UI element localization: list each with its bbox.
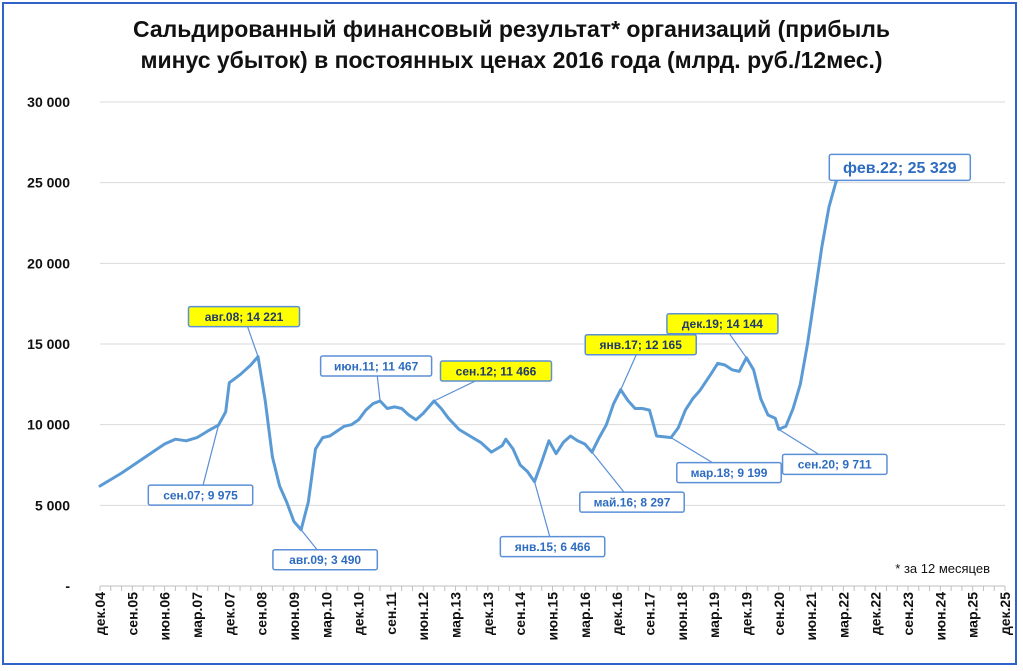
x-tick-label: мар.25 — [965, 592, 981, 638]
annotation-label: дек.19; 14 144 — [682, 317, 763, 331]
annotation-callout: авг.09; 3 490 — [272, 529, 379, 571]
x-tick-label: мар.22 — [835, 592, 851, 638]
annotation-callout: янв.17; 12 165 — [584, 333, 697, 390]
x-tick-label: июн.24 — [932, 592, 948, 641]
x-tick-label: дек.10 — [351, 592, 367, 635]
x-tick-label: сен.11 — [383, 592, 399, 635]
x-tick-label: сен.08 — [254, 592, 270, 636]
x-tick-label: сен.05 — [124, 592, 140, 636]
annotation-label: май.16; 8 297 — [594, 495, 671, 509]
annotation-label: сен.07; 9 975 — [163, 488, 238, 502]
chart-title-line-1: Сальдированный финансовый результат* орг… — [133, 16, 890, 42]
x-tick-label: дек.22 — [868, 592, 884, 635]
series-line — [98, 175, 842, 532]
x-tick-label: дек.13 — [480, 592, 496, 635]
annotation-callout: янв.15; 6 466 — [499, 481, 606, 558]
annotation-callout: авг.08; 14 221 — [187, 305, 301, 357]
x-tick-label: июн.06 — [157, 592, 173, 641]
x-axis: дек.04 сен.05 июн.06 мар.07 дек.07 сен.08 июн.… — [92, 585, 1013, 641]
x-tick-label: дек.04 — [92, 592, 108, 635]
footnote: * за 12 месяцев — [895, 561, 990, 576]
x-tick-label: сен.23 — [900, 592, 916, 636]
x-tick-label: сен.14 — [512, 592, 528, 636]
series-layer — [98, 175, 842, 532]
annotation-label: авг.09; 3 490 — [289, 553, 361, 567]
annotation-callout: фев.22; 25 329 — [828, 153, 972, 182]
annotation-label: янв.15; 6 466 — [515, 540, 591, 554]
chart-title-line-2: минус убыток) в постоянных ценах 2016 го… — [140, 47, 883, 73]
annotation-callout: сен.20; 9 711 — [778, 428, 888, 476]
annotation-label: июн.11; 11 467 — [334, 359, 419, 373]
annotation-label: фев.22; 25 329 — [843, 160, 957, 177]
y-tick-label: 25 000 — [27, 175, 70, 191]
x-tick-label: сен.17 — [641, 592, 657, 636]
x-tick-label: мар.13 — [448, 592, 464, 638]
y-tick-label: 20 000 — [27, 255, 70, 271]
chart-title: Сальдированный финансовый результат* орг… — [0, 14, 1023, 76]
x-tick-label: июн.09 — [286, 592, 302, 641]
x-tick-label: сен.20 — [771, 592, 787, 636]
annotation-callout: дек.19; 14 144 — [666, 313, 779, 359]
annotation-callout: май.16; 8 297 — [579, 451, 685, 513]
y-tick-label: 10 000 — [27, 417, 70, 433]
x-tick-label: дек.16 — [609, 592, 625, 635]
annotation-callout: сен.12; 11 466 — [433, 360, 553, 402]
annotation-label: янв.17; 12 165 — [600, 338, 683, 352]
annotation-label: авг.08; 14 221 — [205, 310, 284, 324]
annotation-label: мар.18; 9 199 — [691, 466, 768, 480]
annotation-label: сен.12; 11 466 — [456, 364, 537, 378]
x-tick-label: мар.10 — [318, 592, 334, 638]
x-tick-label: мар.16 — [577, 592, 593, 638]
x-tick-label: дек.07 — [221, 592, 237, 635]
annotation-callout: сен.07; 9 975 — [147, 424, 254, 506]
annotation-callout: мар.18; 9 199 — [670, 437, 782, 484]
x-tick-label: мар.19 — [706, 592, 722, 638]
x-tick-label: июн.18 — [674, 592, 690, 641]
x-tick-label: дек.19 — [738, 592, 754, 635]
annotations-layer: авг.08; 14 221 сен.07; 9 975 авг.09; 3 490… — [147, 153, 972, 571]
y-axis: - 5 000 10 000 15 000 20 000 25 000 30 000 — [27, 94, 70, 594]
y-tick-label: - — [65, 578, 70, 594]
y-tick-label: 15 000 — [27, 336, 70, 352]
annotation-callout: июн.11; 11 467 — [319, 355, 433, 402]
x-tick-label: июн.12 — [415, 592, 431, 641]
y-tick-label: 5 000 — [35, 497, 70, 513]
x-tick-label: мар.07 — [189, 592, 205, 638]
y-tick-label: 30 000 — [27, 94, 70, 110]
x-tick-label: дек.25 — [997, 592, 1013, 635]
annotation-label: сен.20; 9 711 — [798, 458, 872, 472]
x-tick-label: июн.21 — [803, 592, 819, 641]
x-tick-label: июн.15 — [545, 592, 561, 641]
gridlines — [100, 101, 1005, 506]
